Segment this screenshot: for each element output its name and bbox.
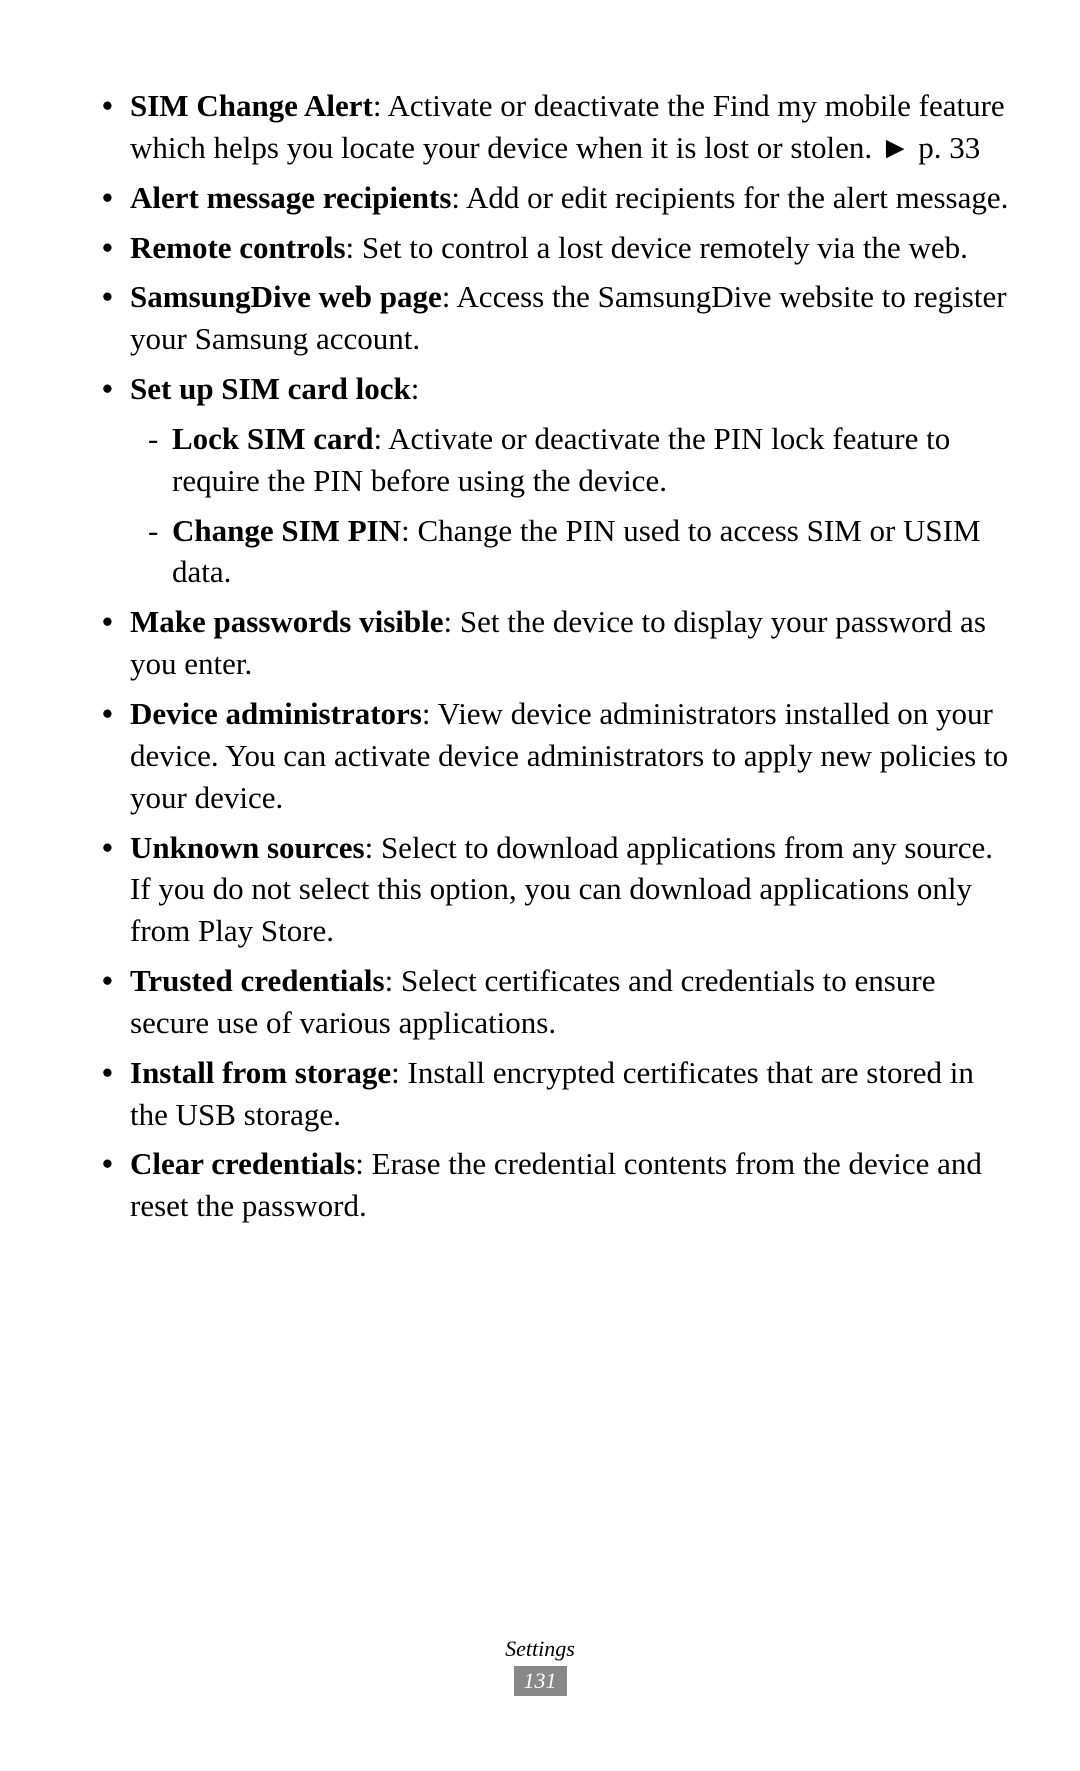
sub-list-item: Change SIM PIN: Change the PIN used to a… [148,510,1010,594]
item-title: Alert message recipients [130,180,451,215]
list-item: Alert message recipients: Add or edit re… [102,177,1010,219]
sub-item-title: Lock SIM card [172,421,374,456]
sub-list-item: Lock SIM card: Activate or deactivate th… [148,418,1010,502]
item-title: Clear credentials [130,1146,355,1181]
item-text: : Add or edit recipients for the alert m… [451,180,1008,215]
list-item: Unknown sources: Select to download appl… [102,827,1010,953]
page-footer: Settings 131 [0,1636,1080,1696]
page-number: 131 [514,1666,567,1696]
list-item: Install from storage: Install encrypted … [102,1052,1010,1136]
item-title: SamsungDive web page [130,279,442,314]
footer-section: Settings [0,1636,1080,1662]
list-item: Device administrators: View device admin… [102,693,1010,819]
item-title: SIM Change Alert [130,88,373,123]
item-title: Device administrators [130,696,422,731]
list-item: Clear credentials: Erase the credential … [102,1143,1010,1227]
sub-item-title: Change SIM PIN [172,513,401,548]
item-title: Remote controls [130,230,346,265]
sub-list: Lock SIM card: Activate or deactivate th… [130,418,1010,593]
item-title: Install from storage [130,1055,391,1090]
list-item: Trusted credentials: Select certificates… [102,960,1010,1044]
item-title: Trusted credentials [130,963,385,998]
list-item: Make passwords visible: Set the device t… [102,601,1010,685]
settings-list: SIM Change Alert: Activate or deactivate… [70,85,1010,1227]
page-content: SIM Change Alert: Activate or deactivate… [70,85,1010,1227]
list-item: SamsungDive web page: Access the Samsung… [102,276,1010,360]
item-text: : Set to control a lost device remotely … [346,230,968,265]
list-item: SIM Change Alert: Activate or deactivate… [102,85,1010,169]
list-item: Remote controls: Set to control a lost d… [102,227,1010,269]
page-reference: ► p. 33 [880,130,980,165]
item-text: : [411,371,420,406]
item-title: Set up SIM card lock [130,371,411,406]
list-item: Set up SIM card lock: Lock SIM card: Acti… [102,368,1010,593]
item-title: Unknown sources [130,830,365,865]
item-title: Make passwords visible [130,604,443,639]
